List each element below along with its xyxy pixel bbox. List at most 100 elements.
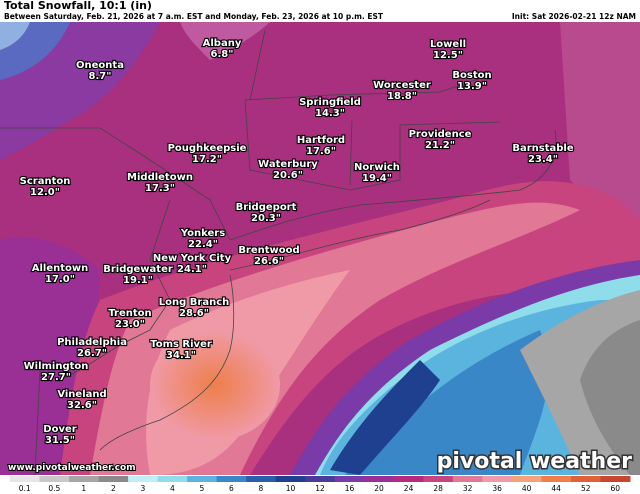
legend-swatch [393,476,424,482]
legend-swatch [511,476,542,482]
legend-tick-label: 0.1 [19,484,31,493]
city-snowfall: 26.6" [254,256,284,267]
legend-tick-label: 0.5 [48,484,60,493]
legend: 0.1 0.5 1 2 3 4 5 6 8 10 12 16 20 24 28 32 36 40 44 52 60 [10,476,631,493]
city-snowfall: 26.7" [77,348,107,359]
city-name: Brentwood [238,245,299,256]
legend-tick-label: 36 [492,484,502,493]
city-snowfall: 20.6" [273,170,303,181]
city-name: Springfield [299,97,361,108]
city-name: New York City [153,253,232,264]
legend-swatch [275,476,306,482]
city-snowfall: 31.5" [45,435,75,446]
city-snowfall: 17.3" [145,183,175,194]
city-snowfall: 17.6" [306,146,336,157]
city-snowfall: 23.0" [115,319,145,330]
legend-tick-label: 1 [81,484,86,493]
city-snowfall: 32.6" [67,400,97,411]
legend-swatch [600,476,631,482]
legend-swatch [69,476,100,482]
init-time: Init: Sat 2026-02-21 12z NAM [512,12,636,21]
legend-tick-label: 12 [315,484,325,493]
legend-tick-label: 24 [404,484,414,493]
legend-tick-label: 32 [463,484,473,493]
legend-tick-label: 60 [610,484,620,493]
map [0,22,640,476]
title: Total Snowfall, 10:1 (in) [4,0,152,12]
legend-swatch [157,476,188,482]
city-name: Allentown [32,263,89,274]
legend-swatch [10,476,41,482]
city-snowfall: 24.1" [177,264,207,275]
legend-swatch [482,476,513,482]
city-name: Worcester [373,80,431,91]
city-snowfall: 17.0" [45,274,75,285]
city-name: Bridgeport [236,202,297,213]
city-name: Poughkeepsie [168,143,247,154]
city-snowfall: 20.3" [251,213,281,224]
legend-tick-label: 16 [345,484,355,493]
city-name: Long Branch [159,297,229,308]
legend-swatch [98,476,129,482]
city-name: Oneonta [76,60,124,71]
legend-swatch [570,476,601,482]
city-name: Bridgewater [103,264,173,275]
brand: pivotal weather [437,449,632,474]
legend-tick-label: 4 [170,484,175,493]
legend-tick-label: 6 [229,484,234,493]
legend-tick-label: 20 [374,484,384,493]
city-name: Philadelphia [57,337,127,348]
city-snowfall: 19.1" [123,275,153,286]
legend-tick-label: 8 [259,484,264,493]
legend-swatch [305,476,336,482]
legend-tick-label: 3 [140,484,145,493]
legend-tick-label: 44 [551,484,561,493]
city-name: Hartford [297,135,345,146]
website: www.pivotalweather.com [8,463,136,473]
legend-tick-label: 10 [286,484,296,493]
legend-swatch [541,476,572,482]
legend-swatch [364,476,395,482]
city-snowfall: 27.7" [41,372,71,383]
legend-tick-label: 28 [433,484,443,493]
city-snowfall: 18.8" [387,91,417,102]
city-name: Trenton [108,308,151,319]
legend-swatch [216,476,247,482]
city-snowfall: 12.5" [433,50,463,61]
city-name: Middletown [127,172,193,183]
city-name: Waterbury [258,159,318,170]
legend-swatch [334,476,365,482]
city-snowfall: 8.7" [89,71,112,82]
city-name: Norwich [354,162,400,173]
legend-tick-label: 40 [522,484,532,493]
legend-swatch [128,476,159,482]
city-snowfall: 19.4" [362,173,392,184]
city-name: Barnstable [512,143,573,154]
city-snowfall: 12.0" [30,187,60,198]
legend-tick-label: 2 [111,484,116,493]
city-name: Toms River [150,339,212,350]
city-snowfall: 22.4" [188,239,218,250]
city-name: Lowell [430,39,466,50]
city-name: Wilmington [24,361,89,372]
city-snowfall: 28.6" [179,308,209,319]
city-name: Providence [409,129,472,140]
legend-swatch [39,476,70,482]
legend-swatch [187,476,218,482]
city-name: Vineland [57,389,106,400]
legend-tick-label: 52 [581,484,591,493]
city-snowfall: 6.8" [211,49,234,60]
legend-swatch [423,476,454,482]
city-name: Albany [203,38,242,49]
city-name: Dover [43,424,76,435]
city-snowfall: 13.9" [457,81,487,92]
city-snowfall: 23.4" [528,154,558,165]
city-snowfall: 14.3" [315,108,345,119]
city-name: Yonkers [180,228,225,239]
city-name: Scranton [20,176,71,187]
legend-swatch [452,476,483,482]
header-band [0,0,640,22]
city-snowfall: 17.2" [192,154,222,165]
legend-swatch [246,476,277,482]
